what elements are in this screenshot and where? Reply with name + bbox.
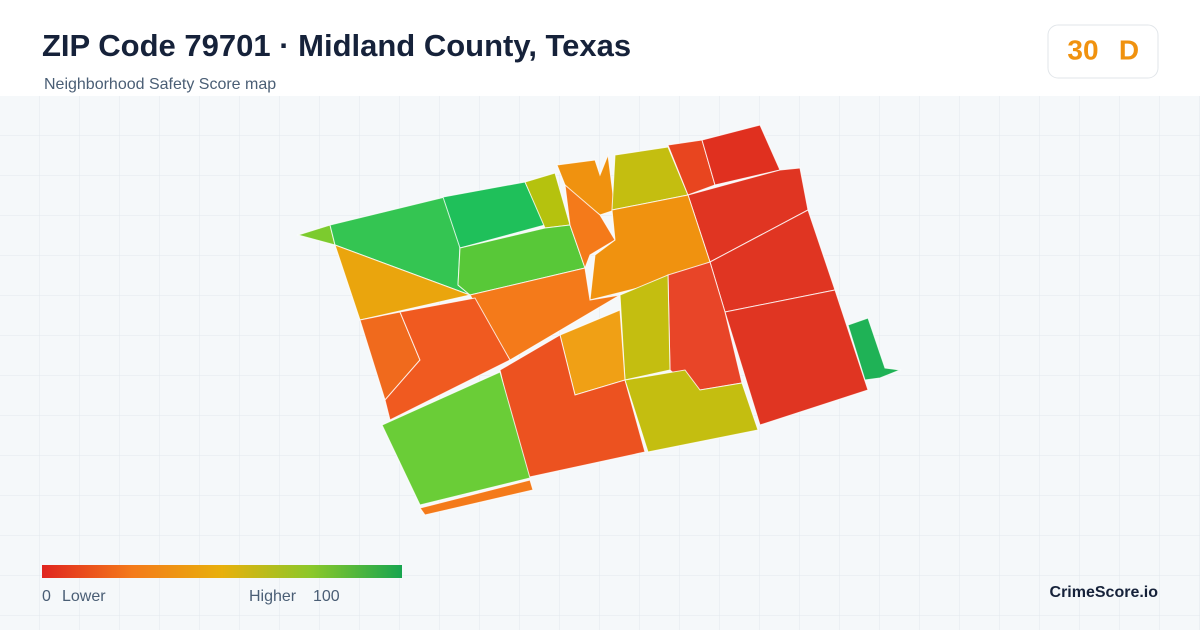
map [296, 124, 902, 516]
area [724, 289, 869, 426]
area [564, 183, 616, 270]
legend-max-label: Higher [249, 588, 297, 605]
area [419, 479, 534, 516]
area [847, 317, 902, 381]
score-badge [1047, 24, 1159, 79]
legend-min-label: Lower [62, 588, 106, 605]
legend-gradient [42, 565, 402, 578]
title: ZIP Code 79701 · Midland County, Texas [42, 28, 631, 63]
brand: CrimeScore.io [1050, 584, 1159, 601]
subtitle: Neighborhood Safety Score map [44, 76, 276, 93]
header-band [0, 0, 1200, 96]
area [334, 244, 472, 321]
area [381, 371, 531, 506]
area [624, 369, 759, 453]
legend-max: 100 [313, 588, 340, 605]
score-grade: D [1119, 34, 1139, 65]
legend-min: 0 [42, 588, 51, 605]
area [384, 297, 511, 421]
score-value: 30 [1067, 34, 1098, 65]
